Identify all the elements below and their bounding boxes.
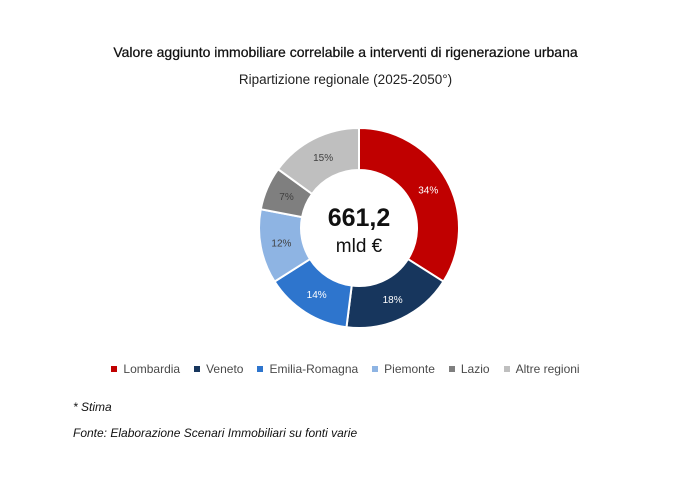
donut-slice-labels: 34% 18% 14% 12% 7% 15%	[271, 153, 438, 306]
legend-swatch-lombardia	[111, 366, 118, 372]
chart-subtitle: Ripartizione regionale (2025-2050°)	[238, 72, 453, 87]
slice-label-lombardia: 34%	[418, 185, 438, 196]
chart-legend: Lombardia Veneto Emilia-Romagna Piemonte Laz…	[0, 362, 691, 376]
slice-label-veneto: 18%	[383, 295, 403, 306]
slice-lombardia	[358, 126, 460, 283]
center-total-unit: mld €	[336, 236, 383, 257]
chart-title: Valore aggiunto immobiliare correlabile …	[113, 44, 578, 60]
legend-item-piemonte: Piemonte	[372, 362, 435, 376]
footnote-estimate: * Stima	[73, 400, 112, 414]
legend-swatch-emilia-romagna	[257, 366, 264, 372]
legend-item-altre-regioni: Altre regioni	[503, 362, 580, 376]
footnote-source: Fonte: Elaborazione Scenari Immobiliari …	[73, 426, 358, 440]
legend-swatch-altre-regioni	[503, 366, 510, 372]
slice-label-piemonte: 12%	[271, 238, 291, 249]
legend-label-lazio: Lazio	[460, 362, 490, 376]
slice-altre-regioni	[276, 126, 360, 196]
legend-item-emilia-romagna: Emilia-Romagna	[257, 362, 358, 376]
legend-swatch-piemonte	[372, 366, 379, 372]
legend-label-emilia-romagna: Emilia-Romagna	[269, 362, 359, 376]
slice-label-altre-regioni: 15%	[313, 153, 333, 164]
legend-item-lazio: Lazio	[448, 362, 490, 376]
legend-swatch-veneto	[194, 366, 201, 372]
legend-item-veneto: Veneto	[194, 362, 243, 376]
legend-label-lombardia: Lombardia	[123, 362, 181, 376]
legend-item-lombardia: Lombardia	[111, 362, 180, 376]
legend-swatch-lazio	[448, 366, 455, 372]
slice-label-emilia-romagna: 14%	[307, 290, 327, 301]
legend-label-altre-regioni: Altre regioni	[515, 362, 580, 376]
legend-label-piemonte: Piemonte	[384, 362, 435, 376]
slice-label-lazio: 7%	[279, 192, 294, 203]
center-total-value: 661,2	[328, 204, 391, 232]
donut-slices	[258, 126, 460, 329]
legend-label-veneto: Veneto	[206, 362, 244, 376]
